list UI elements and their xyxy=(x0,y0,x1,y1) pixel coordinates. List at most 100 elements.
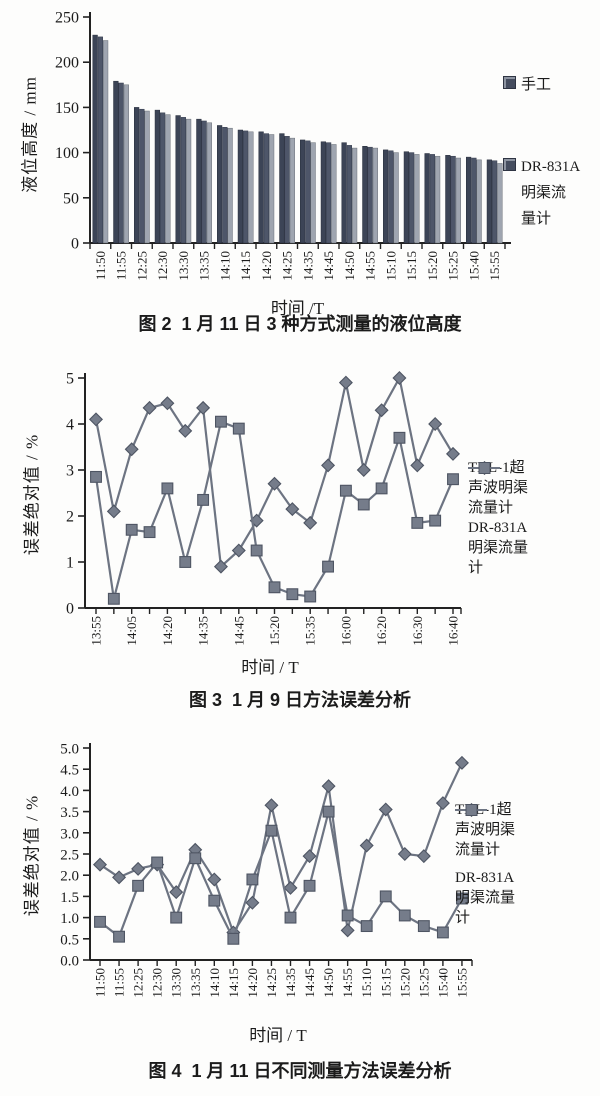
svg-text:3.0: 3.0 xyxy=(60,826,79,842)
figure-2-bar-chart: 0 50 100 150 200 250 11:50 11:55 12:25 12:30 13:30… xyxy=(0,0,600,352)
svg-text:14:15: 14:15 xyxy=(238,251,253,281)
svg-text:12:30: 12:30 xyxy=(155,251,170,281)
svg-text:15:20: 15:20 xyxy=(397,968,412,998)
svg-text:5: 5 xyxy=(66,371,74,388)
fig2-legend: 手工 DR-831A 明渠流 量计 xyxy=(503,72,598,232)
svg-text:150: 150 xyxy=(55,100,79,117)
svg-text:250: 250 xyxy=(55,10,79,27)
svg-text:14:25: 14:25 xyxy=(264,968,279,998)
svg-text:2.5: 2.5 xyxy=(60,848,79,864)
liquid-level-bar-chart-canvas: 0 50 100 150 200 250 11:50 11:55 12:25 12:30 13:30… xyxy=(55,10,511,281)
svg-text:14:15: 14:15 xyxy=(226,968,241,998)
svg-text:14:25: 14:25 xyxy=(280,251,295,281)
fig2-x-axis-label: 时间 /T xyxy=(270,299,325,318)
legend-square-marker-icon xyxy=(455,804,487,816)
svg-text:14:35: 14:35 xyxy=(196,616,211,646)
fig3-x-axis-label: 时间 / T xyxy=(241,658,299,677)
svg-text:15:10: 15:10 xyxy=(359,968,374,998)
svg-text:14:20: 14:20 xyxy=(245,968,260,998)
figure-3-line-chart: 0 1 2 3 4 5 13:55 14:05 14:20 14:35 14:45 15:20 15:3… xyxy=(0,352,600,720)
svg-text:11:55: 11:55 xyxy=(112,968,127,997)
legend-entry-manual: 手工 xyxy=(503,72,598,98)
svg-text:15:55: 15:55 xyxy=(487,251,502,281)
legend-label: DR-831A 明渠流量 计 xyxy=(468,520,529,576)
figure-4-line-chart: 0.0 0.5 1.0 1.5 2.0 2.5 3.0 3.5 4.0 4.5 5.0 11:50 11… xyxy=(0,720,600,1096)
svg-text:15:35: 15:35 xyxy=(303,616,318,646)
svg-text:16:00: 16:00 xyxy=(338,616,353,646)
legend-square-marker-icon xyxy=(468,462,500,474)
fig4-caption: 图 4 1 月 11 日不同测量方法误差分析 xyxy=(148,1061,452,1081)
svg-text:15:20: 15:20 xyxy=(267,616,282,646)
svg-text:14:50: 14:50 xyxy=(321,968,336,998)
legend-square-swatch-icon xyxy=(503,158,516,171)
fig4-legend: TKL-1超 声波明渠 流量计 DR-831A 明渠流量 计 xyxy=(455,800,595,928)
svg-text:15:40: 15:40 xyxy=(466,251,481,281)
error-line-chart-canvas: 0 1 2 3 4 5 13:55 14:05 14:20 14:35 14:45 15:20 15:3… xyxy=(66,371,462,646)
svg-text:100: 100 xyxy=(55,145,79,162)
svg-text:15:20: 15:20 xyxy=(425,251,440,281)
svg-text:16:30: 16:30 xyxy=(410,616,425,646)
legend-label: 手工 xyxy=(521,77,552,93)
svg-text:200: 200 xyxy=(55,55,79,72)
svg-text:13:35: 13:35 xyxy=(188,968,203,998)
svg-text:13:55: 13:55 xyxy=(89,616,104,646)
fig4-y-axis-label: 误差绝对值 / % xyxy=(22,794,42,917)
legend-entry-dr831a: DR-831A 明渠流 量计 xyxy=(503,154,598,232)
legend-label: DR-831A 明渠流量 计 xyxy=(455,870,516,926)
svg-text:14:10: 14:10 xyxy=(207,968,222,998)
fig2-caption: 图 2 1 月 11 日 3 种方式测量的液位高度 xyxy=(138,314,462,334)
fig3-y-axis-label: 误差绝对值 / % xyxy=(22,433,42,556)
svg-text:16:20: 16:20 xyxy=(374,616,389,646)
svg-text:16:40: 16:40 xyxy=(446,616,461,646)
svg-text:14:10: 14:10 xyxy=(217,251,232,281)
svg-text:15:25: 15:25 xyxy=(416,968,431,998)
svg-text:3.5: 3.5 xyxy=(60,805,79,821)
svg-text:11:50: 11:50 xyxy=(93,251,108,280)
svg-text:14:55: 14:55 xyxy=(363,251,378,281)
svg-text:14:20: 14:20 xyxy=(160,616,175,646)
svg-text:0: 0 xyxy=(66,601,74,618)
svg-text:14:45: 14:45 xyxy=(302,968,317,998)
svg-text:2.0: 2.0 xyxy=(60,869,79,885)
svg-text:1: 1 xyxy=(66,555,74,572)
legend-entry-dr831a: DR-831A 明渠流量 计 xyxy=(468,462,598,578)
legend-entry-dr831a: DR-831A 明渠流量 计 xyxy=(455,804,595,928)
svg-text:5.0: 5.0 xyxy=(60,742,79,758)
svg-text:0.5: 0.5 xyxy=(60,932,79,948)
svg-text:15:55: 15:55 xyxy=(454,968,469,998)
svg-text:14:50: 14:50 xyxy=(342,251,357,281)
svg-text:14:20: 14:20 xyxy=(259,251,274,281)
svg-text:11:50: 11:50 xyxy=(93,968,108,997)
svg-text:14:55: 14:55 xyxy=(340,968,355,998)
legend-label: DR-831A 明渠流 量计 xyxy=(521,159,581,227)
svg-text:0: 0 xyxy=(71,236,79,253)
svg-text:14:45: 14:45 xyxy=(321,251,336,281)
svg-text:1.5: 1.5 xyxy=(60,890,79,906)
svg-text:13:30: 13:30 xyxy=(176,251,191,281)
svg-text:13:35: 13:35 xyxy=(197,251,212,281)
svg-text:13:30: 13:30 xyxy=(169,968,184,998)
svg-text:14:35: 14:35 xyxy=(283,968,298,998)
svg-text:12:25: 12:25 xyxy=(131,968,146,998)
svg-text:0.0: 0.0 xyxy=(60,954,79,970)
svg-text:15:10: 15:10 xyxy=(383,251,398,281)
svg-text:4: 4 xyxy=(66,417,74,434)
error-line-chart-canvas: 0.0 0.5 1.0 1.5 2.0 2.5 3.0 3.5 4.0 4.5 5.0 11:50 11… xyxy=(60,742,473,998)
svg-text:1.0: 1.0 xyxy=(60,911,79,927)
fig2-y-axis-label: 液位高度 / mm xyxy=(20,76,40,193)
svg-text:15:25: 15:25 xyxy=(446,251,461,281)
legend-square-swatch-icon xyxy=(503,76,516,89)
svg-text:12:25: 12:25 xyxy=(134,251,149,281)
svg-text:14:45: 14:45 xyxy=(231,616,246,646)
svg-text:2: 2 xyxy=(66,509,74,526)
svg-text:4.5: 4.5 xyxy=(60,763,79,779)
svg-text:12:30: 12:30 xyxy=(150,968,165,998)
svg-text:14:35: 14:35 xyxy=(300,251,315,281)
fig3-caption: 图 3 1 月 9 日方法误差分析 xyxy=(188,690,412,710)
fig3-legend: TKL-1超 声波明渠 流量计 DR-831A 明渠流量 计 xyxy=(468,458,598,578)
svg-text:15:15: 15:15 xyxy=(378,968,393,998)
svg-text:14:05: 14:05 xyxy=(124,616,139,646)
svg-text:50: 50 xyxy=(63,190,79,207)
fig4-x-axis-label: 时间 / T xyxy=(249,1026,307,1045)
